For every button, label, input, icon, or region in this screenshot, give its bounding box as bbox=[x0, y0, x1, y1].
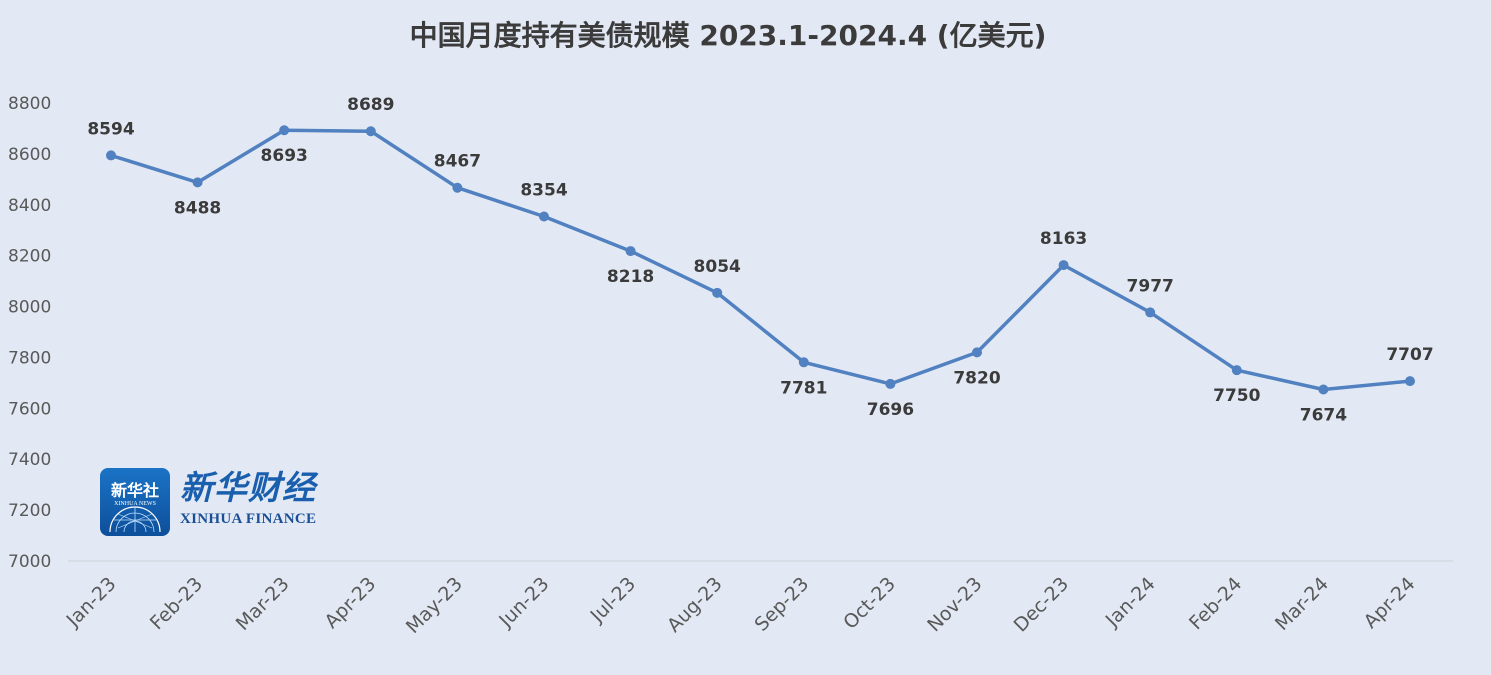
y-tick-label: 8000 bbox=[8, 298, 51, 318]
y-tick-label: 8400 bbox=[8, 196, 51, 216]
badge-cn-text: 新华社 bbox=[110, 481, 159, 500]
data-point bbox=[1145, 307, 1156, 318]
data-point bbox=[625, 246, 636, 257]
x-tick-label: Jan-23 bbox=[62, 573, 121, 632]
data-point bbox=[365, 126, 376, 137]
data-label: 8163 bbox=[1040, 229, 1087, 249]
series-line bbox=[110, 128, 1411, 392]
x-tick-label: Sep-23 bbox=[751, 573, 814, 636]
xinhua-finance-logo: 新华财经 XINHUA FINANCE bbox=[180, 466, 316, 528]
data-label: 8467 bbox=[434, 152, 481, 172]
x-tick-label: Apr-24 bbox=[1360, 573, 1420, 633]
data-point bbox=[885, 378, 896, 389]
x-tick-label: Nov-23 bbox=[923, 573, 986, 636]
data-label: 8689 bbox=[347, 95, 394, 115]
data-point bbox=[972, 347, 982, 358]
x-tick-label: Jul-23 bbox=[586, 573, 640, 627]
x-tick-label: Aug-23 bbox=[663, 573, 727, 637]
data-label: 7707 bbox=[1386, 345, 1433, 365]
data-point bbox=[279, 125, 290, 136]
x-tick-label: May-23 bbox=[402, 573, 467, 638]
data-label: 7696 bbox=[867, 400, 914, 420]
y-tick-label: 7200 bbox=[8, 501, 51, 521]
data-point bbox=[106, 150, 116, 161]
data-label: 7674 bbox=[1300, 406, 1347, 426]
data-label: 8488 bbox=[174, 198, 221, 218]
data-label: 7781 bbox=[780, 378, 827, 398]
x-tick-label: Jan-24 bbox=[1101, 573, 1160, 632]
x-tick-label: Mar-24 bbox=[1271, 573, 1333, 635]
data-label: 7820 bbox=[953, 368, 1000, 388]
xinhua-news-badge: 新华社 XINHUA NEWS bbox=[100, 468, 170, 536]
data-point bbox=[539, 211, 549, 222]
data-point bbox=[192, 177, 203, 188]
badge-en-text: XINHUA NEWS bbox=[114, 501, 156, 507]
data-label: 7977 bbox=[1127, 276, 1174, 296]
y-tick-label: 7800 bbox=[8, 348, 51, 368]
x-tick-label: Mar-23 bbox=[232, 573, 294, 635]
y-tick-label: 7400 bbox=[8, 450, 51, 470]
data-label: 8218 bbox=[607, 267, 654, 287]
data-label: 8054 bbox=[694, 257, 741, 277]
chart-title: 中国月度持有美债规模 2023.1-2024.4 (亿美元) bbox=[410, 19, 1047, 52]
y-tick-label: 8200 bbox=[8, 247, 51, 267]
data-point bbox=[1058, 260, 1069, 271]
x-axis-ticks: Jan-23 Feb-23 Mar-23 Apr-23 May-23 Jun-23 Jul-… bbox=[62, 573, 1420, 638]
data-point bbox=[798, 357, 809, 368]
data-point bbox=[1231, 365, 1242, 376]
data-point bbox=[712, 287, 723, 298]
x-tick-label: Apr-23 bbox=[320, 573, 380, 633]
data-label: 8693 bbox=[261, 146, 308, 166]
data-labels: 8594 8488 8693 8689 8467 8354 8218 8054 7781 7696… bbox=[87, 95, 1433, 425]
x-tick-label: Oct-23 bbox=[839, 573, 900, 634]
x-tick-label: Dec-23 bbox=[1010, 573, 1074, 637]
y-tick-label: 8800 bbox=[8, 94, 51, 114]
globe-icon bbox=[109, 506, 161, 532]
data-point bbox=[1405, 376, 1415, 387]
y-tick-label: 8600 bbox=[8, 145, 51, 165]
y-tick-label: 7000 bbox=[8, 552, 51, 572]
data-point bbox=[452, 182, 463, 193]
logo-name-cn: 新华财经 bbox=[180, 468, 316, 507]
data-label: 8354 bbox=[520, 180, 567, 200]
data-points bbox=[106, 125, 1415, 395]
x-tick-label: Feb-23 bbox=[146, 573, 207, 634]
data-label: 8594 bbox=[87, 119, 134, 139]
y-axis-ticks: 7000 7200 7400 7600 7800 8000 8200 8400 8600 8800 bbox=[8, 94, 51, 572]
y-tick-label: 7600 bbox=[8, 399, 51, 419]
data-label: 7750 bbox=[1213, 386, 1260, 406]
x-tick-label: Jun-23 bbox=[494, 573, 553, 632]
logo-name-en: XINHUA FINANCE bbox=[180, 511, 317, 527]
data-point bbox=[1318, 384, 1329, 395]
x-tick-label: Feb-24 bbox=[1185, 573, 1246, 634]
